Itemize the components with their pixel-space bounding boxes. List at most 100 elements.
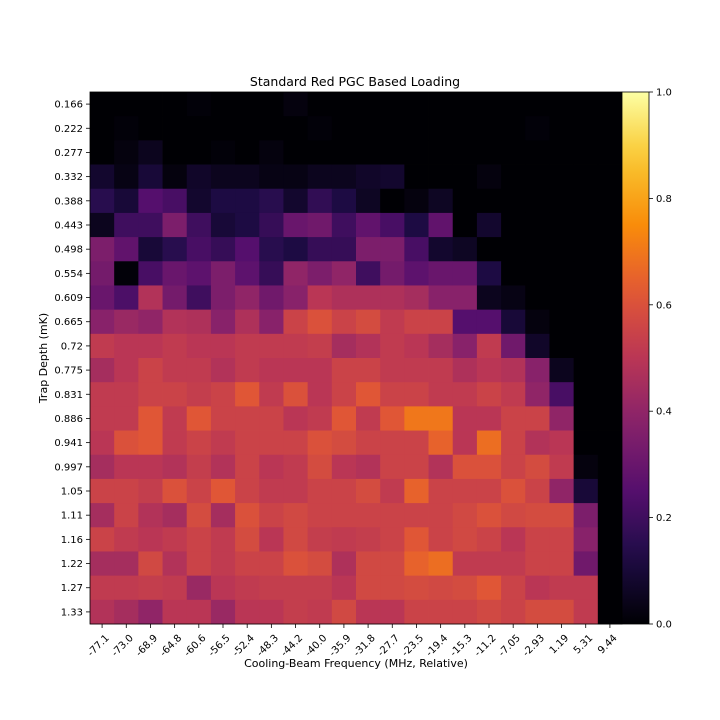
heatmap-cell <box>162 333 188 359</box>
heatmap-cell <box>404 551 429 577</box>
heatmap-cell <box>259 333 284 359</box>
heatmap-cell <box>476 478 502 504</box>
heatmap-cell <box>404 382 429 407</box>
heatmap-cell <box>283 92 309 117</box>
heatmap-cell <box>356 478 381 504</box>
heatmap-cell <box>404 261 429 286</box>
heatmap-cell <box>380 285 405 311</box>
heatmap-cell <box>307 309 333 335</box>
heatmap-cell <box>525 92 550 117</box>
heatmap-cell <box>404 503 429 528</box>
heatmap-cell <box>428 382 454 407</box>
y-tick-label: 0.498 <box>54 245 83 256</box>
heatmap-cell <box>501 358 526 383</box>
heatmap-cell <box>404 430 429 456</box>
colorbar <box>622 92 649 624</box>
heatmap-cell <box>380 261 405 286</box>
heatmap-cell <box>525 430 550 456</box>
colorbar-ticks: 0.0 0.2 0.4 0.6 0.8 1.0 <box>649 88 672 631</box>
heatmap-cell <box>525 309 550 335</box>
heatmap-cell <box>380 575 405 601</box>
x-tick-label: 9.44 <box>596 633 620 657</box>
heatmap-cell <box>356 551 381 577</box>
heatmap-cell <box>186 430 212 456</box>
heatmap-cell <box>283 406 309 431</box>
heatmap-cell <box>114 92 139 117</box>
heatmap-cell <box>573 406 599 431</box>
heatmap-cell <box>186 188 212 214</box>
heatmap-cell <box>404 285 429 311</box>
y-tick-label: 0.886 <box>54 414 83 425</box>
heatmap-cell <box>307 237 333 262</box>
x-tick-label: -52.4 <box>231 633 257 659</box>
heatmap-cell <box>138 212 163 238</box>
heatmap-cell <box>162 551 188 577</box>
heatmap-cell <box>331 430 357 456</box>
heatmap-cell <box>573 285 599 311</box>
heatmap-cell <box>210 454 236 480</box>
heatmap-cell <box>501 116 526 141</box>
y-tick-label: 0.332 <box>54 172 83 183</box>
heatmap-cell <box>283 575 309 601</box>
heatmap-cell <box>235 478 260 504</box>
heatmap-cell <box>283 527 309 552</box>
x-tick-label: -7.05 <box>497 633 523 659</box>
heatmap-cell <box>162 527 188 552</box>
heatmap-cell <box>404 406 429 431</box>
x-tick-label: 1.19 <box>548 633 572 657</box>
heatmap-cell <box>573 212 599 238</box>
heatmap-cell <box>380 599 405 625</box>
heatmap-cell <box>307 406 333 431</box>
heatmap-cell <box>452 382 478 407</box>
heatmap-cell <box>210 551 236 577</box>
heatmap-cell <box>597 430 623 456</box>
heatmap-cell <box>573 261 599 286</box>
heatmap-cell <box>210 309 236 335</box>
x-tick-label: -40.0 <box>303 633 329 659</box>
heatmap-cell <box>90 478 115 504</box>
heatmap-cell <box>452 503 478 528</box>
heatmap-cell <box>476 599 502 625</box>
heatmap-cell <box>476 333 502 359</box>
heatmap-cell <box>307 430 333 456</box>
heatmap-cell <box>138 551 163 577</box>
heatmap-cell <box>356 261 381 286</box>
heatmap-cell <box>114 430 139 456</box>
heatmap-cell <box>573 430 599 456</box>
heatmap-cell <box>90 406 115 431</box>
heatmap-cell <box>404 358 429 383</box>
heatmap-cell <box>210 92 236 117</box>
heatmap-cell <box>90 382 115 407</box>
heatmap-cell <box>235 188 260 214</box>
heatmap-cell <box>452 212 478 238</box>
heatmap-cell <box>597 92 623 117</box>
heatmap-cell <box>162 237 188 262</box>
y-tick-label: 0.997 <box>54 462 83 473</box>
heatmap-cell <box>597 164 623 190</box>
heatmap-cell <box>428 140 454 165</box>
heatmap-cell <box>404 188 429 214</box>
heatmap-cell <box>114 116 139 141</box>
heatmap-cell <box>525 188 550 214</box>
heatmap-cell <box>186 285 212 311</box>
heatmap-cell <box>549 261 575 286</box>
heatmap-cell <box>114 188 139 214</box>
heatmap-cell <box>549 599 575 625</box>
heatmap-cell <box>186 551 212 577</box>
heatmap-cell <box>114 599 139 625</box>
heatmap-cell <box>210 503 236 528</box>
heatmap-cell <box>476 237 502 262</box>
heatmap-cell <box>549 575 575 601</box>
heatmap-cell <box>452 188 478 214</box>
heatmap-cell <box>90 527 115 552</box>
heatmap-cell <box>235 430 260 456</box>
heatmap-cell <box>331 188 357 214</box>
heatmap-cell <box>476 382 502 407</box>
heatmap-cell <box>307 164 333 190</box>
heatmap-cell <box>331 575 357 601</box>
y-tick-label: 0.277 <box>54 148 83 159</box>
heatmap-cell <box>186 261 212 286</box>
heatmap-cell <box>259 406 284 431</box>
heatmap-cell <box>162 575 188 601</box>
